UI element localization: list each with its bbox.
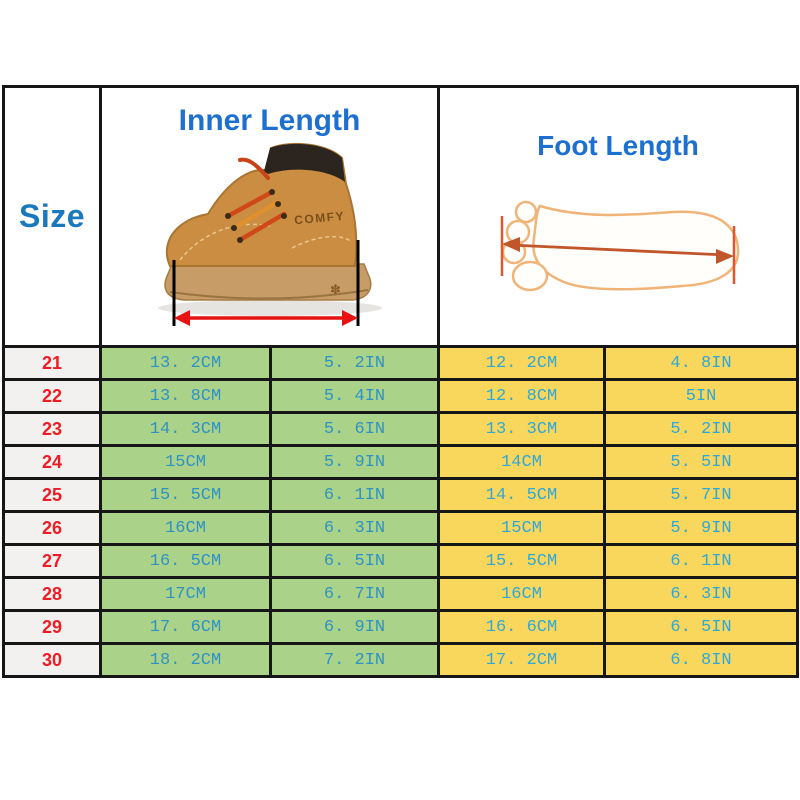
inner-length-cm-cell: 16CM bbox=[99, 510, 272, 546]
inner-length-in-cell: 6. 9IN bbox=[269, 609, 440, 645]
boot-photo: COMFY ✽ bbox=[157, 142, 382, 326]
size-number-cell: 26 bbox=[2, 510, 102, 546]
inner-length-in-cell: 5. 6IN bbox=[269, 411, 440, 447]
table-row: 22 13. 8CM 5. 4IN 12. 8CM 5IN bbox=[2, 378, 799, 414]
foot-length-in-cell: 4. 8IN bbox=[603, 345, 799, 381]
table-row: 27 16. 5CM 6. 5IN 15. 5CM 6. 1IN bbox=[2, 543, 799, 579]
inner-length-cm-cell: 13. 2CM bbox=[99, 345, 272, 381]
inner-length-in-cell: 5. 2IN bbox=[269, 345, 440, 381]
size-number-cell: 25 bbox=[2, 477, 102, 513]
table-row: 24 15CM 5. 9IN 14CM 5. 5IN bbox=[2, 444, 799, 480]
table-row: 23 14. 3CM 5. 6IN 13. 3CM 5. 2IN bbox=[2, 411, 799, 447]
foot-length-title: Foot Length bbox=[537, 130, 699, 161]
foot-length-in-cell: 5. 7IN bbox=[603, 477, 799, 513]
foot-length-measure-arrow bbox=[500, 216, 736, 284]
foot-length-in-cell: 6. 3IN bbox=[603, 576, 799, 612]
boot-heel-flower-icon: ✽ bbox=[330, 282, 341, 297]
foot-length-in-cell: 6. 1IN bbox=[603, 543, 799, 579]
foot-length-cm-cell: 13. 3CM bbox=[437, 411, 606, 447]
foot-length-in-cell: 5IN bbox=[603, 378, 799, 414]
inner-length-in-cell: 6. 7IN bbox=[269, 576, 440, 612]
inner-length-cm-cell: 15. 5CM bbox=[99, 477, 272, 513]
inner-length-cm-cell: 13. 8CM bbox=[99, 378, 272, 414]
foot-outline bbox=[501, 200, 740, 292]
size-table-head: Size Inner Length bbox=[2, 85, 799, 348]
boot-shadow bbox=[157, 300, 382, 316]
foot-measure-diagram bbox=[500, 200, 740, 292]
boot-stitching bbox=[178, 223, 270, 261]
foot-length-header-cell: Foot Length bbox=[437, 85, 799, 348]
boot-laces bbox=[224, 157, 287, 243]
table-row: 30 18. 2CM 7. 2IN 17. 2CM 6. 8IN bbox=[2, 642, 799, 678]
size-number-cell: 28 bbox=[2, 576, 102, 612]
size-header-cell: Size bbox=[2, 85, 102, 348]
inner-length-cm-cell: 17CM bbox=[99, 576, 272, 612]
inner-length-header-cell: Inner Length bbox=[99, 85, 440, 348]
table-row: 28 17CM 6. 7IN 16CM 6. 3IN bbox=[2, 576, 799, 612]
boot-sole bbox=[163, 263, 371, 301]
size-number-cell: 21 bbox=[2, 345, 102, 381]
inner-length-title: Inner Length bbox=[178, 104, 361, 137]
table-row: 26 16CM 6. 3IN 15CM 5. 9IN bbox=[2, 510, 799, 546]
inner-length-cm-cell: 18. 2CM bbox=[99, 642, 272, 678]
header-row: Size Inner Length bbox=[2, 85, 799, 348]
boot-sole-edge bbox=[169, 289, 368, 300]
inner-length-cm-cell: 17. 6CM bbox=[99, 609, 272, 645]
inner-length-in-cell: 7. 2IN bbox=[269, 642, 440, 678]
foot-length-cm-cell: 14. 5CM bbox=[437, 477, 606, 513]
foot-length-cm-cell: 14CM bbox=[437, 444, 606, 480]
foot-length-cm-cell: 17. 2CM bbox=[437, 642, 606, 678]
inner-length-cm-cell: 14. 3CM bbox=[99, 411, 272, 447]
size-number-cell: 22 bbox=[2, 378, 102, 414]
foot-length-in-cell: 5. 2IN bbox=[603, 411, 799, 447]
foot-length-in-cell: 6. 5IN bbox=[603, 609, 799, 645]
table-row: 25 15. 5CM 6. 1IN 14. 5CM 5. 7IN bbox=[2, 477, 799, 513]
foot-length-cm-cell: 12. 2CM bbox=[437, 345, 606, 381]
inner-length-in-cell: 6. 3IN bbox=[269, 510, 440, 546]
foot-length-in-cell: 5. 9IN bbox=[603, 510, 799, 546]
foot-length-cm-cell: 16. 6CM bbox=[437, 609, 606, 645]
inner-length-cm-cell: 15CM bbox=[99, 444, 272, 480]
boot-brand-text: COMFY bbox=[293, 209, 345, 227]
size-number-cell: 29 bbox=[2, 609, 102, 645]
inner-length-in-cell: 5. 9IN bbox=[269, 444, 440, 480]
size-number-cell: 30 bbox=[2, 642, 102, 678]
inner-length-measure-arrow bbox=[172, 240, 359, 326]
size-number-cell: 27 bbox=[2, 543, 102, 579]
foot-length-cm-cell: 16CM bbox=[437, 576, 606, 612]
boot-stitching-2 bbox=[291, 235, 352, 249]
foot-length-cm-cell: 15. 5CM bbox=[437, 543, 606, 579]
size-chart-table: Size Inner Length bbox=[2, 85, 799, 678]
foot-length-in-cell: 5. 5IN bbox=[603, 444, 799, 480]
size-number-cell: 24 bbox=[2, 444, 102, 480]
foot-length-cm-cell: 12. 8CM bbox=[437, 378, 606, 414]
inner-length-in-cell: 5. 4IN bbox=[269, 378, 440, 414]
size-table-body: 21 13. 2CM 5. 2IN 12. 2CM 4. 8IN 22 13. 8CM 5. … bbox=[2, 345, 799, 678]
size-header-label: Size bbox=[18, 198, 86, 234]
boot-collar bbox=[263, 143, 345, 182]
inner-length-cm-cell: 16. 5CM bbox=[99, 543, 272, 579]
size-number-cell: 23 bbox=[2, 411, 102, 447]
inner-length-in-cell: 6. 1IN bbox=[269, 477, 440, 513]
inner-length-in-cell: 6. 5IN bbox=[269, 543, 440, 579]
table-row: 21 13. 2CM 5. 2IN 12. 2CM 4. 8IN bbox=[2, 345, 799, 381]
table-row: 29 17. 6CM 6. 9IN 16. 6CM 6. 5IN bbox=[2, 609, 799, 645]
foot-length-cm-cell: 15CM bbox=[437, 510, 606, 546]
foot-length-in-cell: 6. 8IN bbox=[603, 642, 799, 678]
